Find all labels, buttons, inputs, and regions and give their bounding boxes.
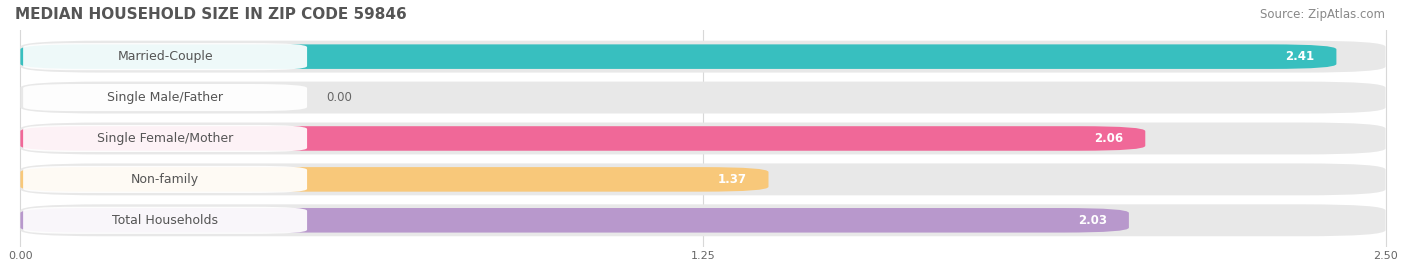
Text: Source: ZipAtlas.com: Source: ZipAtlas.com (1260, 8, 1385, 21)
Text: MEDIAN HOUSEHOLD SIZE IN ZIP CODE 59846: MEDIAN HOUSEHOLD SIZE IN ZIP CODE 59846 (15, 7, 406, 22)
FancyBboxPatch shape (21, 44, 1336, 69)
FancyBboxPatch shape (21, 41, 1385, 73)
FancyBboxPatch shape (21, 204, 1385, 236)
Text: Total Households: Total Households (112, 214, 218, 227)
FancyBboxPatch shape (21, 122, 1385, 154)
FancyBboxPatch shape (21, 81, 1385, 114)
FancyBboxPatch shape (22, 125, 307, 152)
FancyBboxPatch shape (22, 166, 307, 193)
FancyBboxPatch shape (22, 84, 307, 111)
Text: Single Female/Mother: Single Female/Mother (97, 132, 233, 145)
FancyBboxPatch shape (22, 207, 307, 234)
Text: Non-family: Non-family (131, 173, 200, 186)
Text: Married-Couple: Married-Couple (117, 50, 212, 63)
FancyBboxPatch shape (22, 43, 307, 70)
Text: Single Male/Father: Single Male/Father (107, 91, 224, 104)
FancyBboxPatch shape (21, 163, 1385, 195)
Text: 0.00: 0.00 (326, 91, 352, 104)
Text: 2.03: 2.03 (1078, 214, 1107, 227)
FancyBboxPatch shape (21, 208, 1129, 233)
FancyBboxPatch shape (21, 167, 769, 192)
Text: 2.41: 2.41 (1285, 50, 1315, 63)
Text: 1.37: 1.37 (717, 173, 747, 186)
Text: 2.06: 2.06 (1094, 132, 1123, 145)
FancyBboxPatch shape (21, 126, 1146, 151)
